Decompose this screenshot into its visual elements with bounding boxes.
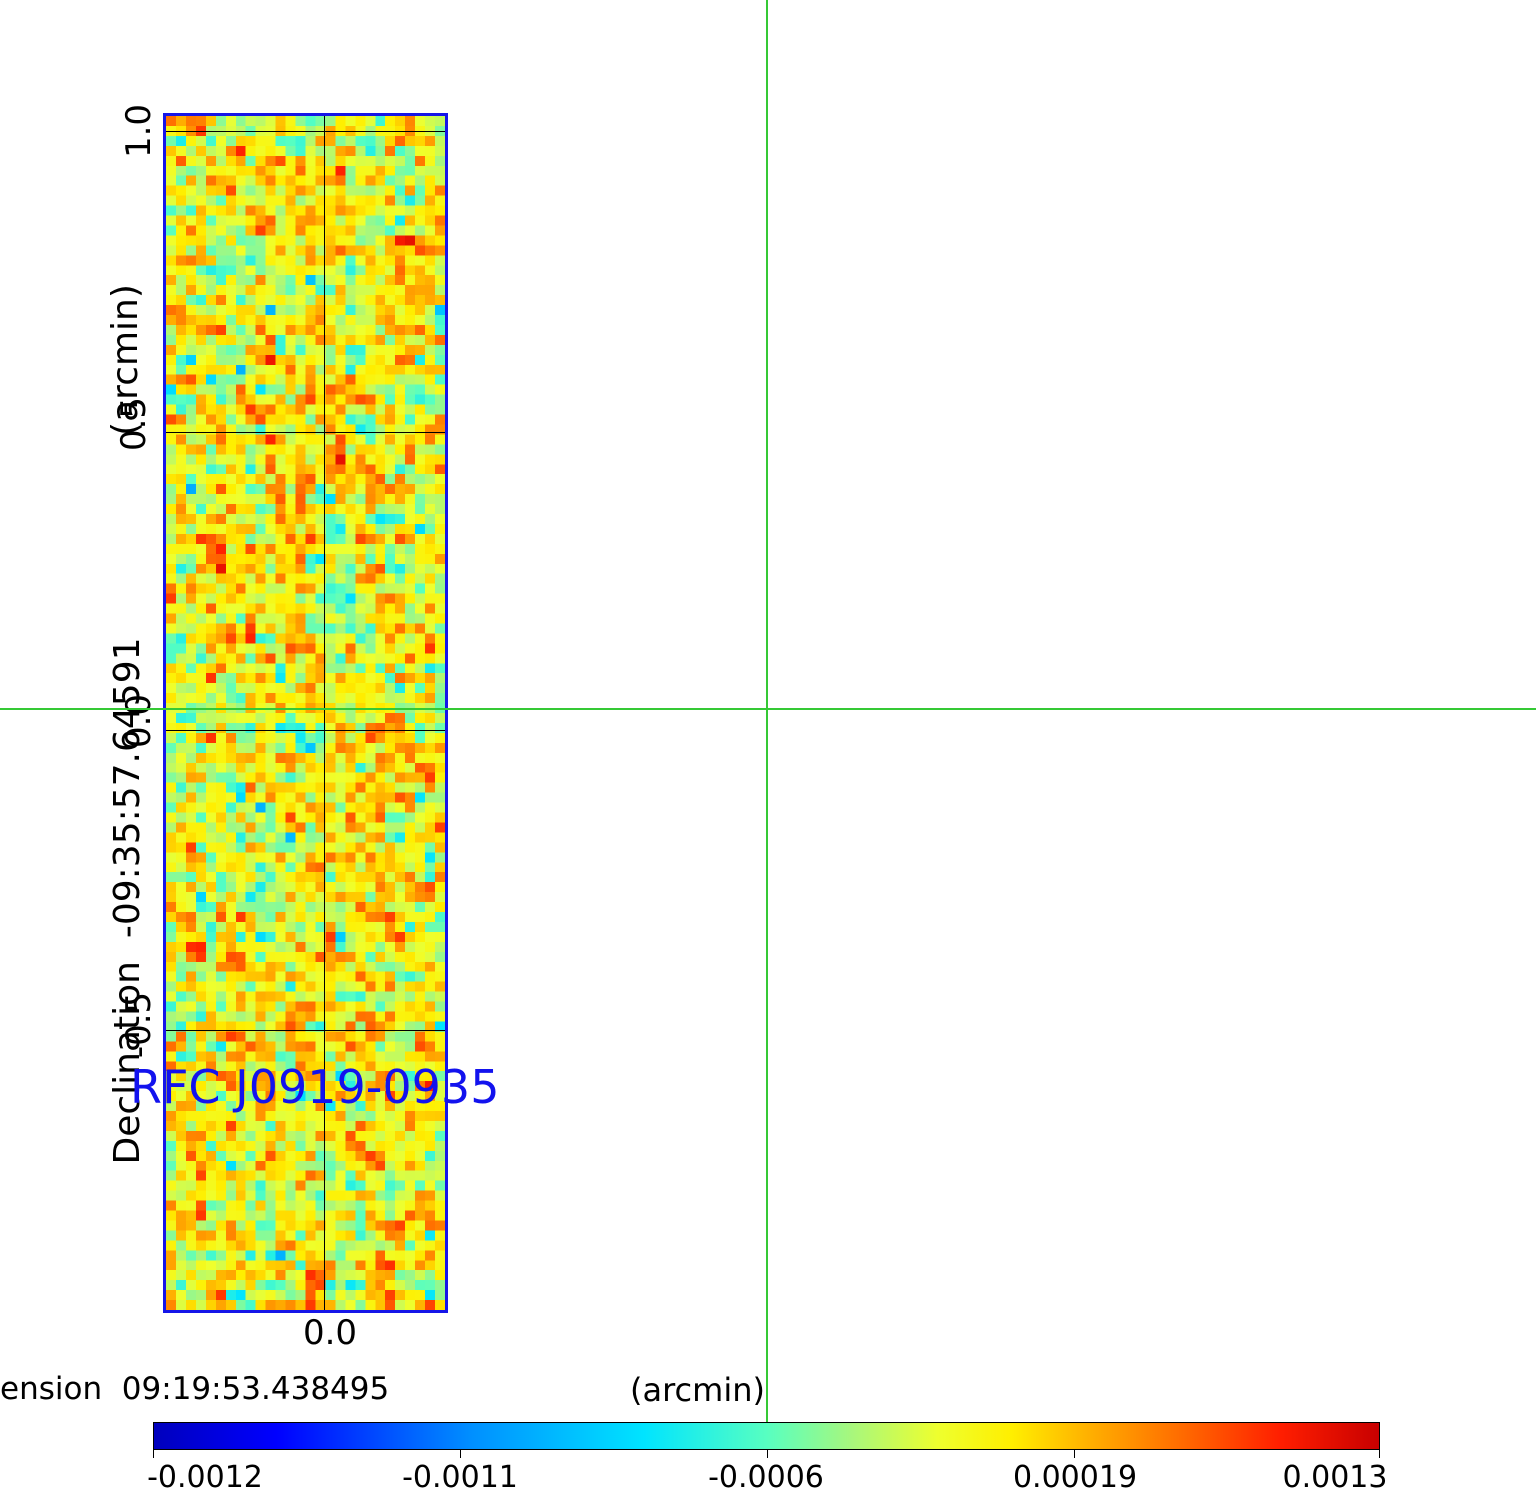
x-axis-unit: (arcmin) <box>630 1371 765 1409</box>
colorbar-tick-3 <box>767 1450 768 1458</box>
grid-line-dec--0.5 <box>166 1030 445 1031</box>
colorbar-label-4: 0.00019 <box>1012 1460 1138 1495</box>
colorbar-gradient <box>153 1422 1380 1450</box>
colorbar-tick-1 <box>153 1450 154 1458</box>
y-tick-0.5: 0.5 <box>114 396 154 452</box>
image-frame <box>163 113 448 1313</box>
grid-line-ra-0.0 <box>324 116 325 1310</box>
sky-image-heatmap[interactable] <box>166 116 445 1310</box>
x-axis-label-right-ascension: ension 09:19:53.438495 <box>0 1371 390 1407</box>
grid-line-dec-0.0 <box>166 730 445 731</box>
grid-line-dec-0.5 <box>166 432 445 433</box>
colorbar-tick-5 <box>1379 1450 1380 1458</box>
source-name-label: RFC J0919-0935 <box>130 1060 500 1114</box>
colorbar-tick-4 <box>1074 1450 1075 1458</box>
x-tick-0.0: 0.0 <box>302 1313 358 1353</box>
y-tick-1.0: 1.0 <box>119 103 159 159</box>
crosshair-horizontal-line[interactable] <box>0 708 1536 710</box>
colorbar-label-2: -0.0011 <box>402 1460 518 1495</box>
colorbar-label-5: 0.0013 <box>1282 1460 1388 1495</box>
colorbar-label-1: -0.0012 <box>147 1460 263 1495</box>
grid-line-dec-1.0 <box>166 131 445 132</box>
crosshair-vertical-line[interactable] <box>766 0 768 1422</box>
colorbar-label-3: -0.0006 <box>708 1460 824 1495</box>
colorbar-tick-2 <box>460 1450 461 1458</box>
y-tick--0.5: -0.5 <box>119 991 159 1059</box>
